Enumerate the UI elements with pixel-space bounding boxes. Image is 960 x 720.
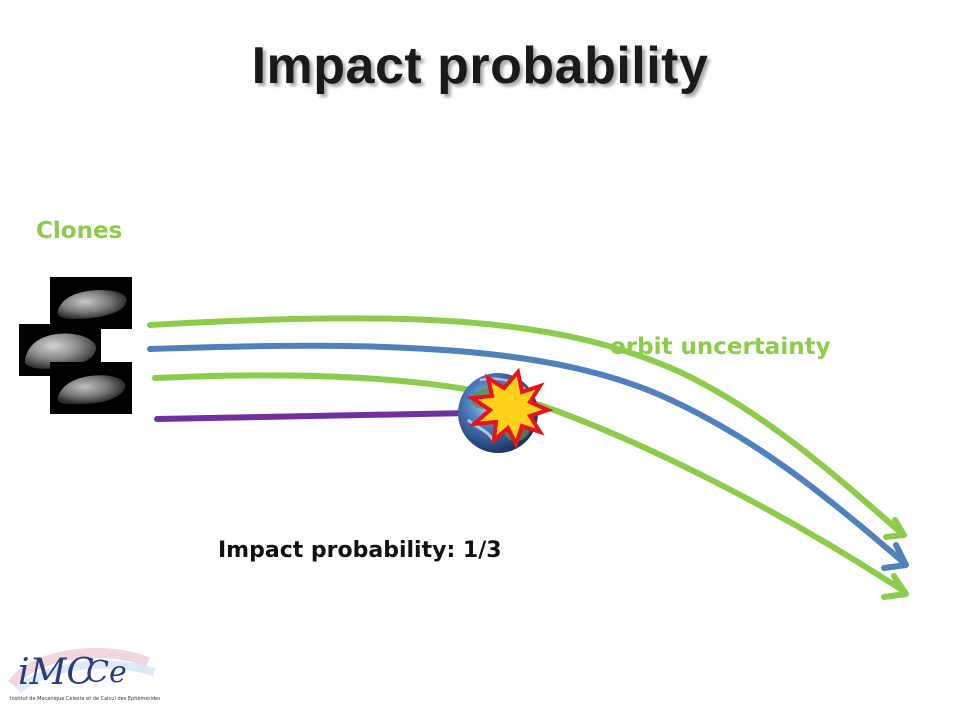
orbit-path-upper — [147, 315, 903, 535]
svg-text:iMC: iMC — [18, 652, 94, 693]
orbit-path-nominal — [147, 342, 906, 565]
explosion-icon — [466, 367, 554, 450]
asteroid-clone-bottom — [50, 362, 132, 414]
asteroid-clone-top — [50, 277, 132, 329]
asteroid-icon — [57, 375, 126, 404]
arrowhead-lower — [881, 573, 909, 600]
slide-title: Impact probability — [251, 37, 709, 95]
logo-subtitle: Institut de Mécanique Céleste et de Calc… — [10, 696, 160, 702]
asteroid-icon — [57, 290, 127, 319]
asteroid-icon — [24, 333, 97, 369]
impact-probability-label: Impact probability: 1/3 — [218, 538, 502, 563]
orbit-path-impact — [154, 410, 473, 422]
arrowhead-nominal — [881, 542, 909, 571]
svg-text:Ce: Ce — [86, 655, 127, 690]
imcce-logo: iMC Ce Institut de Mécanique Céleste et … — [8, 644, 160, 714]
arrowhead-upper — [883, 517, 907, 540]
imcce-logo-mark: iMC Ce — [8, 647, 156, 694]
clones-label: Clones — [36, 218, 123, 244]
